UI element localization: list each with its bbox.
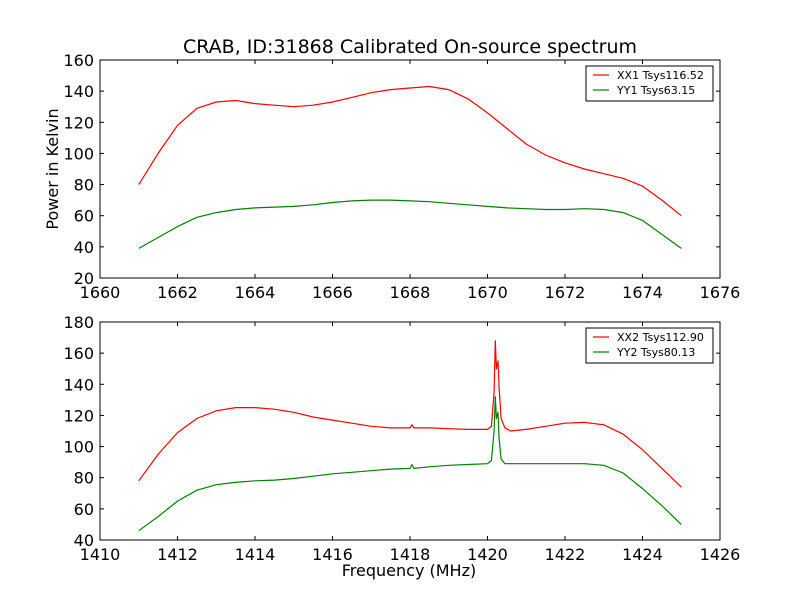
legend-1: XX1 Tsys116.52 YY1 Tsys63.15: [585, 65, 714, 102]
legend-label: YY2 Tsys80.13: [616, 346, 695, 359]
legend-box: [585, 65, 714, 102]
x-tick-label: 1420: [467, 545, 508, 564]
x-tick-label: 1670: [467, 283, 508, 302]
x-tick-label: 1660: [80, 283, 121, 302]
y-tick-label: 100: [63, 438, 94, 457]
x-tick-label: 1412: [157, 545, 198, 564]
y-tick-label: 100: [63, 144, 94, 163]
x-tick-label: 1426: [700, 545, 741, 564]
x-axis-label: Frequency (MHz): [342, 561, 476, 580]
x-tick-label: 1666: [312, 283, 353, 302]
y-tick-label: 60: [74, 207, 94, 226]
y-tick-label: 60: [74, 500, 94, 519]
y-tick-label: 160: [63, 51, 94, 70]
chart-panel-2: 1410 1412 1414 1416 1418 1420 1422 1424 1426 40 60…: [63, 313, 740, 564]
legend-2: XX2 Tsys112.90 YY2 Tsys80.13: [585, 327, 714, 364]
y-tick-label: 20: [74, 269, 94, 288]
y-axis-label: Power in Kelvin: [43, 108, 62, 229]
x-tick-label: 1414: [235, 545, 276, 564]
y-tick-label: 180: [63, 313, 94, 332]
x-tick-label: 1422: [545, 545, 586, 564]
chart-title: CRAB, ID:31868 Calibrated On-source spec…: [183, 36, 637, 58]
y-tick-label: 80: [74, 469, 94, 488]
x-tick-label: 1416: [312, 545, 353, 564]
series-line-2-1: [138, 340, 682, 488]
legend-box: [585, 327, 714, 364]
y-tick-label: 160: [63, 344, 94, 363]
legend-label: XX2 Tsys112.90: [617, 331, 704, 344]
x-tick-label: 1664: [235, 283, 276, 302]
x-tick-label: 1668: [390, 283, 431, 302]
panels-group: 1660 1662 1664 1666 1668 1670 1672 1674 1676 20 40…: [63, 51, 740, 564]
y-tick-label: 40: [74, 238, 94, 257]
x-tick-label: 1672: [545, 283, 586, 302]
y-tick-label: 80: [74, 176, 94, 195]
y-tick-label: 40: [74, 531, 94, 550]
x-tick-label: 1676: [700, 283, 741, 302]
x-tick-label: 1662: [157, 283, 198, 302]
y-tick-label: 120: [63, 406, 94, 425]
x-tick-label: 1418: [390, 545, 431, 564]
legend-label: YY1 Tsys63.15: [616, 84, 695, 97]
x-tick-label: 1424: [622, 545, 663, 564]
y-tick-label: 140: [63, 82, 94, 101]
series-line-1-1: [138, 85, 682, 217]
y-tick-label: 140: [63, 375, 94, 394]
y-tick-label: 120: [63, 113, 94, 132]
series-line-1-2: [138, 199, 682, 249]
legend-label: XX1 Tsys116.52: [617, 69, 704, 82]
x-tick-label: 1410: [80, 545, 121, 564]
x-tick-label: 1674: [622, 283, 663, 302]
series-line-2-2: [138, 396, 682, 532]
chart-panel-1: 1660 1662 1664 1666 1668 1670 1672 1674 1676 20 40…: [63, 51, 740, 302]
